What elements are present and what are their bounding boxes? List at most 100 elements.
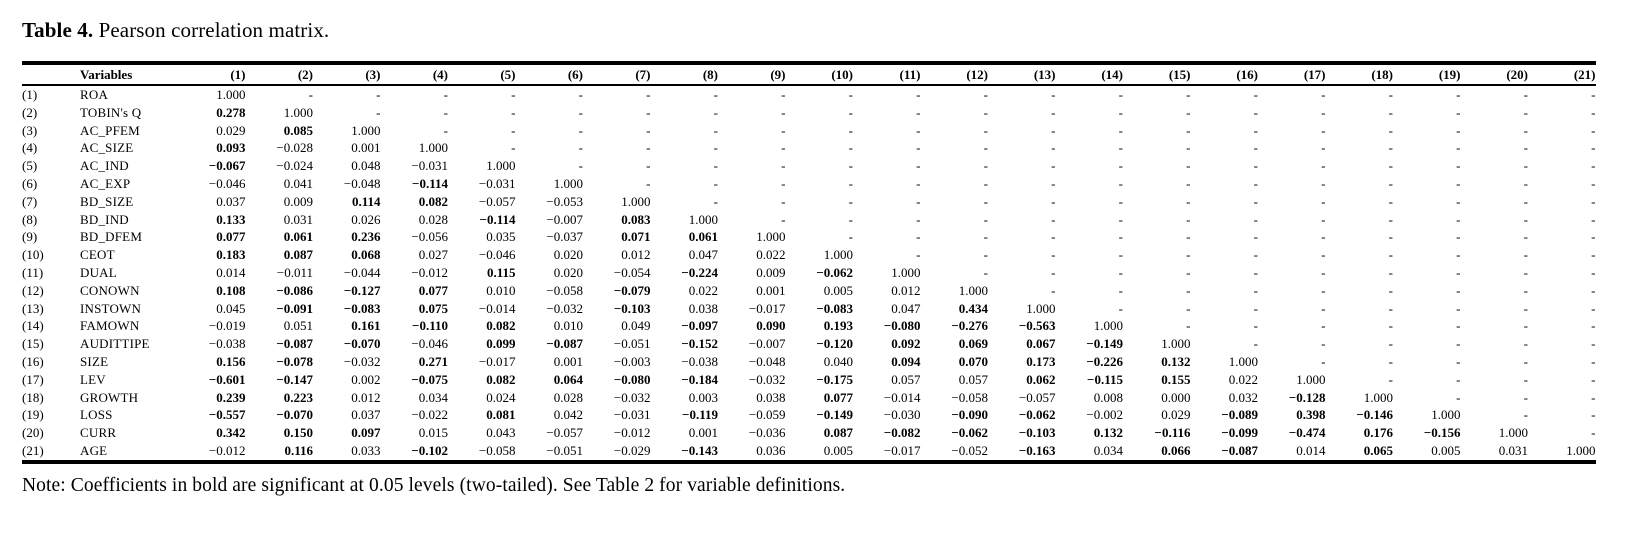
column-header-18: (18) — [1371, 67, 1393, 82]
column-header-21: (21) — [1573, 67, 1596, 82]
cell-r21-c14: 0.034 — [1093, 442, 1123, 458]
cell-r9-c15: - — [1186, 229, 1191, 245]
cell-r12-c2: −0.086 — [276, 282, 313, 298]
cell-r4-c17: - — [1321, 140, 1326, 156]
cell-r19-c6: 0.042 — [553, 407, 583, 423]
cell-r18-c16: 0.032 — [1228, 389, 1258, 405]
cell-r8-c6: −0.007 — [546, 211, 583, 227]
cell-r6-c13: - — [1051, 175, 1056, 191]
cell-r5-c16: - — [1253, 158, 1258, 174]
cell-r7-c10: - — [848, 193, 853, 209]
cell-r10-c4: 0.027 — [418, 247, 448, 263]
column-header-1: (1) — [230, 67, 246, 82]
cell-r4-c1: 0.093 — [216, 140, 246, 156]
cell-r18-c11: −0.014 — [883, 389, 921, 405]
cell-r2-c15: - — [1186, 104, 1191, 120]
cell-r15-c13: 0.067 — [1026, 336, 1056, 352]
cell-r5-c12: - — [983, 158, 988, 174]
row-variable: AC_SIZE — [80, 140, 134, 156]
cell-r19-c8: −0.119 — [682, 407, 718, 423]
cell-r18-c3: 0.012 — [351, 389, 381, 405]
cell-r14-c13: −0.563 — [1018, 318, 1056, 334]
cell-r21-c2: 0.116 — [284, 442, 313, 458]
cell-r12-c11: 0.012 — [891, 282, 921, 298]
cell-r10-c8: 0.047 — [688, 247, 718, 263]
cell-r13-c10: −0.083 — [816, 300, 853, 316]
cell-r10-c7: 0.012 — [621, 247, 651, 263]
cell-r12-c20: - — [1523, 282, 1528, 298]
cell-r3-c18: - — [1388, 122, 1393, 138]
cell-r3-c1: 0.029 — [216, 122, 246, 138]
cell-r20-c14: 0.132 — [1093, 425, 1123, 441]
cell-r5-c18: - — [1388, 158, 1393, 174]
cell-r20-c7: −0.012 — [613, 425, 651, 441]
cell-r12-c21: - — [1591, 282, 1596, 298]
cell-r19-c13: −0.062 — [1018, 407, 1056, 423]
cell-r21-c1: −0.012 — [208, 442, 246, 458]
cell-r4-c21: - — [1591, 140, 1596, 156]
cell-r18-c14: 0.008 — [1093, 389, 1123, 405]
row-variable: LOSS — [80, 407, 113, 423]
cell-r3-c14: - — [1118, 122, 1123, 138]
cell-r12-c6: −0.058 — [546, 282, 583, 298]
cell-r9-c17: - — [1321, 229, 1326, 245]
cell-r20-c6: −0.057 — [546, 425, 583, 441]
cell-r11-c17: - — [1321, 264, 1326, 280]
cell-r16-c20: - — [1523, 353, 1528, 369]
cell-r21-c9: 0.036 — [756, 442, 786, 458]
row-variable: FAMOWN — [80, 318, 140, 334]
cell-r20-c2: 0.150 — [283, 425, 313, 441]
cell-r19-c1: −0.557 — [208, 407, 246, 423]
cell-r10-c18: - — [1388, 247, 1393, 263]
cell-r7-c11: - — [916, 193, 921, 209]
cell-r5-c17: - — [1321, 158, 1326, 174]
cell-r12-c8: 0.022 — [688, 282, 718, 298]
cell-r11-c14: - — [1118, 264, 1123, 280]
cell-r11-c13: - — [1051, 264, 1056, 280]
cell-r17-c20: - — [1523, 371, 1528, 387]
cell-r11-c4: −0.012 — [411, 264, 448, 280]
row-variable: BD_DFEM — [80, 229, 143, 245]
cell-r5-c15: - — [1186, 158, 1191, 174]
cell-r1-c8: - — [713, 87, 718, 102]
cell-r2-c19: - — [1456, 104, 1461, 120]
cell-r2-c5: - — [511, 104, 516, 120]
cell-r5-c14: - — [1118, 158, 1123, 174]
cell-r7-c2: 0.009 — [283, 193, 313, 209]
cell-r8-c20: - — [1523, 211, 1528, 227]
cell-r2-c7: - — [646, 104, 651, 120]
cell-r8-c8: 1.000 — [688, 211, 718, 227]
cell-r20-c19: −0.156 — [1423, 425, 1461, 441]
row-id: (16) — [22, 353, 44, 369]
cell-r9-c8: 0.061 — [688, 229, 718, 245]
cell-r3-c12: - — [983, 122, 988, 138]
cell-r12-c9: 0.001 — [756, 282, 786, 298]
cell-r9-c21: - — [1591, 229, 1596, 245]
cell-r4-c4: 1.000 — [418, 140, 448, 156]
cell-r13-c12: 0.434 — [958, 300, 988, 316]
matrix-row-4: (4) AC_SIZE 0.093 −0.028 0.001 1.000 - - - - - - - - -… — [22, 139, 1596, 157]
column-header-12: (12) — [966, 67, 988, 82]
cell-r19-c10: −0.149 — [816, 407, 853, 423]
cell-r5-c19: - — [1456, 158, 1461, 174]
cell-r13-c14: - — [1118, 300, 1123, 316]
matrix-row-16: (16) SIZE 0.156 −0.078 −0.032 0.271 −0.017 0.00… — [22, 353, 1596, 371]
cell-r21-c15: 0.066 — [1161, 442, 1191, 458]
row-id: (9) — [22, 229, 38, 245]
cell-r2-c21: - — [1591, 104, 1596, 120]
cell-r6-c15: - — [1186, 175, 1191, 191]
cell-r16-c11: 0.094 — [891, 353, 921, 369]
cell-r9-c2: 0.061 — [283, 229, 313, 245]
cell-r7-c16: - — [1253, 193, 1258, 209]
cell-r20-c3: 0.097 — [351, 425, 381, 441]
cell-r12-c14: - — [1118, 282, 1123, 298]
table-note: Note: Coefficients in bold are significa… — [22, 475, 846, 496]
row-variable: AUDITTIPE — [80, 336, 150, 352]
row-variable: CURR — [80, 425, 117, 441]
cell-r9-c3: 0.236 — [351, 229, 381, 245]
cell-r7-c21: - — [1591, 193, 1596, 209]
cell-r1-c2: - — [308, 87, 313, 102]
cell-r16-c9: −0.048 — [748, 353, 786, 369]
cell-r11-c11: 1.000 — [891, 264, 921, 280]
